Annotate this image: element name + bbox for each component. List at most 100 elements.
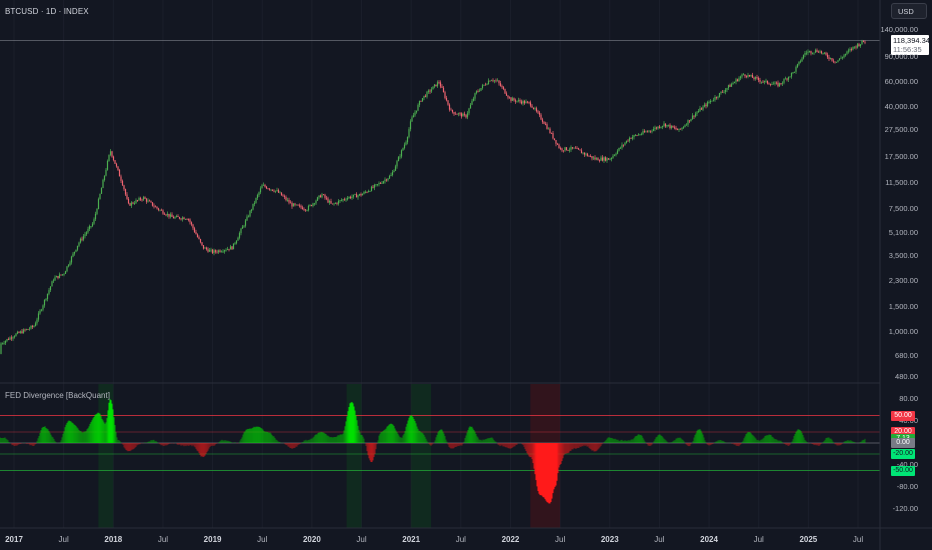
candle-body [21,331,23,334]
candle-body [144,197,146,199]
candle-body [280,192,283,196]
candle-body [321,194,323,198]
candle-body [43,299,46,306]
candle-body [127,198,130,204]
candle-body [499,83,502,86]
time-axis-tick: 2025 [799,535,818,544]
candle-body [274,190,277,192]
candle-body [402,148,404,151]
candle-body [339,200,341,202]
candle-body [586,153,589,156]
candle-body [234,243,236,245]
symbol-header[interactable]: BTCUSD · 1D · INDEX [5,7,89,16]
candle-body [193,228,196,233]
candle-body [96,208,98,214]
candle-body [751,75,754,78]
indicator-axis-tick: 80.00 [899,394,918,403]
candle-body [366,191,368,193]
candle-body [460,113,463,117]
candle-body [192,224,194,229]
candle-body [67,265,70,267]
candle-body [786,78,788,80]
candle-body [552,133,554,139]
candle-body [352,194,355,197]
candle-body [595,158,598,160]
candle-body [469,104,472,109]
candle-body [63,273,65,275]
candle-body [279,192,281,194]
candle-body [774,82,776,84]
candle-body [561,148,563,151]
candle-body [792,72,794,74]
candle-body [486,84,488,85]
candle-body [498,80,500,84]
candle-body [756,77,758,78]
candle-body [583,152,586,155]
candle-body [859,44,862,47]
indicator-title[interactable]: FED Divergence [BackQuant] [5,391,110,400]
candle-body [295,204,298,206]
candle-body [753,77,755,79]
candle-body [436,82,439,87]
candle-body [618,147,620,151]
time-axis-tick: Jul [654,535,665,544]
candle-body [0,343,2,354]
candle-body [45,298,47,300]
candle-body [798,61,800,65]
candle-body [442,87,445,93]
candle-body [771,83,773,85]
candle-body [228,248,230,250]
candle-body [252,203,254,210]
candle-body [337,200,340,204]
indicator-band [346,384,362,528]
candle-body [808,51,811,52]
candle-body [690,119,692,122]
candle-body [222,251,224,253]
candle-body [550,133,553,134]
candle-body [174,217,176,219]
candle-body [765,80,767,82]
candle-body [81,238,83,240]
candle-body [769,84,772,85]
candle-body [543,121,545,124]
candle-body [777,82,779,87]
candle-body [108,154,110,161]
candle-body [646,131,649,133]
candle-body [259,188,262,193]
candle-body [358,193,361,196]
candle-body [582,152,584,154]
candle-body [357,195,359,198]
currency-button[interactable]: USD [891,3,927,19]
candle-body [768,83,770,85]
candle-body [657,126,659,129]
candle-body [216,251,218,253]
candle-body [207,249,209,252]
candle-body [172,216,175,219]
candle-body [681,127,683,130]
candle-body [571,147,574,149]
candle-body [745,76,748,77]
candle-body [573,147,575,149]
candle-body [685,124,688,126]
candle-body [249,210,251,217]
candle-body [40,309,43,311]
candle-body [717,96,719,98]
candle-body [736,79,739,82]
candle-body [265,186,268,189]
time-axis-tick: Jul [58,535,69,544]
candle-body [178,217,181,219]
candle-body [562,150,565,152]
candle-body [475,91,478,94]
candle-body [754,77,757,79]
candle-body [850,49,853,50]
candle-body [57,276,59,279]
candle-body [673,127,676,129]
candle-body [649,130,652,132]
candle-body [672,125,674,128]
candle-body [180,218,182,220]
price-axis-tick: 480.00 [895,372,918,381]
candle-body [423,95,425,98]
time-axis-tick: 2024 [700,535,718,544]
price-axis-tick: 90,000.00 [884,52,918,61]
